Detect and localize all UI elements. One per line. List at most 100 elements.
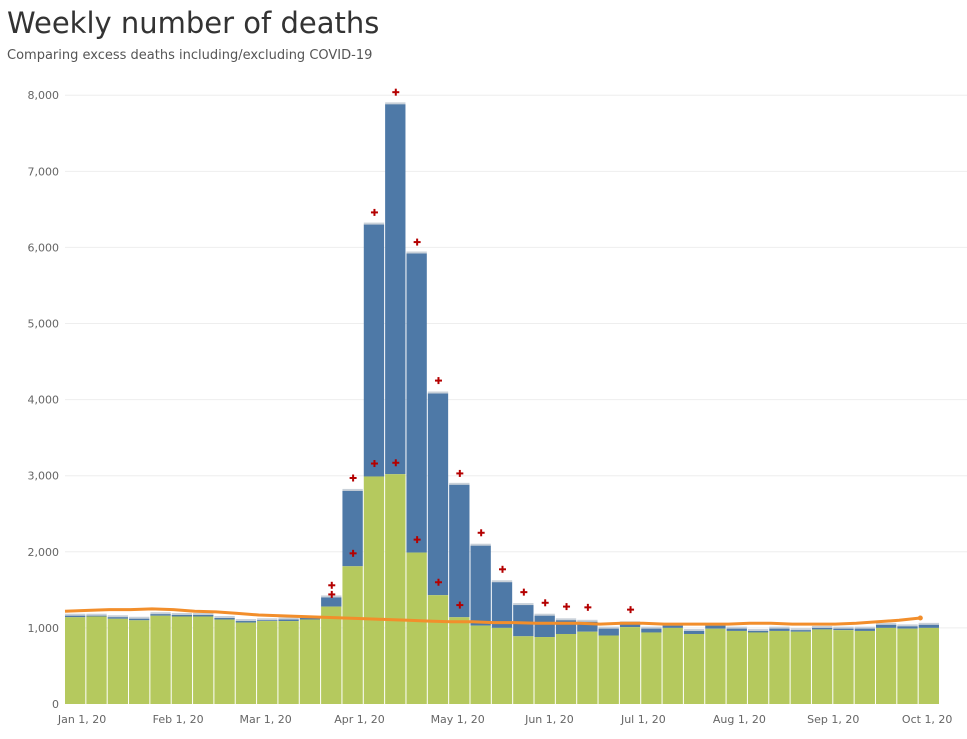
bar-cap — [278, 617, 299, 621]
y-tick-label: 0 — [52, 698, 59, 711]
bar-cap — [385, 102, 406, 105]
bar-cap — [726, 626, 747, 630]
bar-cap — [513, 603, 534, 606]
bar-cap — [598, 626, 619, 630]
plus-marker — [499, 565, 506, 573]
bar-deaths-excluding-covid — [342, 566, 363, 704]
bar-deaths-excluding-covid — [171, 616, 193, 704]
x-tick-label: Feb 1, 20 — [153, 713, 204, 726]
bar-cap — [193, 612, 214, 616]
bar-deaths-excluding-covid — [257, 621, 278, 704]
expected-deaths-line-layer — [64, 607, 923, 626]
plus-marker — [563, 603, 571, 611]
bar-total-deaths — [811, 627, 833, 630]
plus-marker — [328, 581, 336, 589]
bar-cap — [65, 613, 86, 617]
bar-cap — [577, 619, 598, 623]
bar-deaths-excluding-covid — [385, 474, 406, 704]
bar-total-deaths — [449, 484, 470, 618]
bar-total-deaths — [214, 618, 235, 620]
plus-marker — [541, 599, 549, 607]
bar-deaths-excluding-covid — [641, 632, 662, 704]
bar-deaths-excluding-covid — [129, 620, 150, 704]
plus-marker — [370, 460, 378, 468]
y-tick-label: 8,000 — [28, 89, 60, 102]
bar-total-deaths — [235, 621, 257, 623]
bar-deaths-excluding-covid — [214, 619, 235, 704]
bar-total-deaths — [107, 617, 129, 619]
bar-deaths-excluding-covid — [811, 629, 833, 704]
bar-deaths-excluding-covid — [449, 617, 470, 704]
bar-total-deaths — [833, 628, 854, 631]
bar-deaths-excluding-covid — [406, 552, 427, 704]
expected-deaths-line — [64, 607, 921, 626]
bar-cap — [129, 616, 150, 620]
bar-cap — [86, 613, 107, 617]
y-tick-label: 7,000 — [28, 165, 60, 178]
bar-total-deaths — [86, 615, 107, 617]
y-tick-label: 6,000 — [28, 241, 60, 254]
bar-deaths-excluding-covid — [790, 631, 811, 704]
bar-total-deaths — [299, 618, 321, 620]
bar-cap — [363, 222, 385, 226]
bar-deaths-excluding-covid — [577, 631, 598, 704]
bar-cap — [470, 543, 491, 547]
bar-deaths-excluding-covid — [598, 635, 619, 704]
y-tick-label: 1,000 — [28, 622, 60, 635]
x-tick-label: Mar 1, 20 — [239, 713, 291, 726]
x-tick-label: Aug 1, 20 — [713, 713, 766, 726]
bar-total-deaths — [129, 618, 150, 621]
plus-marker — [434, 578, 442, 586]
bar-total-deaths — [534, 615, 555, 638]
plus-marker — [392, 459, 400, 467]
bar-deaths-excluding-covid — [875, 627, 897, 704]
bar-total-deaths — [705, 625, 726, 629]
bar-deaths-excluding-covid — [769, 630, 790, 704]
bar-total-deaths — [897, 626, 918, 629]
bar-total-deaths — [321, 597, 342, 607]
bar-deaths-excluding-covid — [363, 476, 385, 704]
bar-cap — [427, 391, 449, 395]
bar-total-deaths — [683, 630, 705, 634]
plus-marker — [349, 474, 357, 482]
chart-title: Weekly number of deaths — [7, 6, 380, 40]
bar-deaths-excluding-covid — [278, 621, 299, 704]
bar-total-deaths — [619, 623, 641, 628]
bar-cap — [811, 625, 833, 629]
bar-deaths-excluding-covid — [321, 606, 342, 704]
bar-cap — [534, 613, 555, 617]
bar-cap — [449, 482, 470, 486]
bar-total-deaths — [577, 621, 598, 632]
bar-deaths-excluding-covid — [65, 617, 86, 704]
bar-total-deaths — [171, 614, 193, 617]
bar-cap — [833, 626, 854, 630]
x-tick-label: Jan 1, 20 — [57, 713, 106, 726]
bar-total-deaths — [875, 624, 897, 628]
plus-marker — [584, 603, 592, 611]
bar-cap — [683, 628, 705, 632]
bar-cap — [854, 626, 875, 630]
y-tick-label: 3,000 — [28, 470, 60, 483]
bar-total-deaths — [363, 224, 385, 477]
x-axis-tick-labels: Jan 1, 20 Feb 1, 20 Mar 1, 20 Apr 1, 20 May … — [57, 713, 953, 726]
bar-deaths-excluding-covid — [107, 618, 129, 704]
bar-cap — [769, 626, 790, 630]
x-tick-label: Sep 1, 20 — [807, 713, 859, 726]
bar-total-deaths — [918, 624, 939, 628]
bar-deaths-excluding-covid — [918, 627, 939, 704]
bar-total-deaths — [193, 614, 214, 617]
bar-total-deaths — [747, 630, 769, 633]
bar-cap — [641, 626, 662, 630]
plus-marker — [328, 590, 336, 598]
bar-cap — [875, 622, 897, 626]
chart-subtitle: Comparing excess deaths including/exclud… — [7, 48, 373, 63]
bar-total-deaths — [427, 393, 449, 596]
bar-total-deaths — [790, 630, 811, 632]
bar-cap — [747, 628, 769, 632]
y-tick-label: 4,000 — [28, 394, 60, 407]
bar-deaths-excluding-covid — [854, 630, 875, 704]
bar-total-deaths — [662, 625, 683, 628]
x-tick-label: May 1, 20 — [431, 713, 485, 726]
bar-deaths-excluding-covid — [235, 622, 257, 704]
